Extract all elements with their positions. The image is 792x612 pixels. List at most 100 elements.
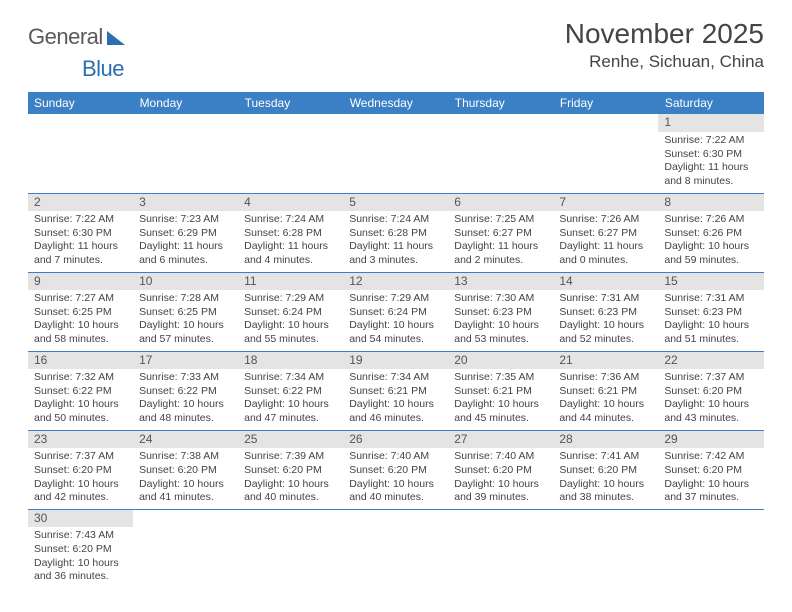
day-number-cell: 3: [133, 193, 238, 211]
sunrise-text: Sunrise: 7:33 AM: [139, 371, 232, 385]
sunrise-text: Sunrise: 7:23 AM: [139, 213, 232, 227]
logo: General: [28, 18, 127, 50]
day-content-cell: Sunrise: 7:39 AMSunset: 6:20 PMDaylight:…: [238, 448, 343, 509]
sunrise-text: Sunrise: 7:36 AM: [559, 371, 652, 385]
day-number-cell: [658, 509, 763, 527]
day-content-cell: Sunrise: 7:32 AMSunset: 6:22 PMDaylight:…: [28, 369, 133, 430]
day-number-cell: 9: [28, 272, 133, 290]
day-number-cell: [133, 114, 238, 132]
sunset-text: Sunset: 6:30 PM: [34, 227, 127, 241]
daylight-text: Daylight: 10 hours and 38 minutes.: [559, 478, 652, 505]
day-content-cell: [28, 132, 133, 193]
sunrise-text: Sunrise: 7:26 AM: [559, 213, 652, 227]
sunrise-text: Sunrise: 7:24 AM: [244, 213, 337, 227]
sunrise-text: Sunrise: 7:22 AM: [664, 134, 757, 148]
daylight-text: Daylight: 10 hours and 51 minutes.: [664, 319, 757, 346]
page: General November 2025 Renhe, Sichuan, Ch…: [0, 0, 792, 606]
day-content-cell: Sunrise: 7:29 AMSunset: 6:24 PMDaylight:…: [343, 290, 448, 351]
daylight-text: Daylight: 10 hours and 40 minutes.: [244, 478, 337, 505]
day-number-cell: 6: [448, 193, 553, 211]
day-number-row: 2345678: [28, 193, 764, 211]
sunset-text: Sunset: 6:20 PM: [244, 464, 337, 478]
day-number-cell: 28: [553, 430, 658, 448]
sunset-text: Sunset: 6:28 PM: [244, 227, 337, 241]
day-number-cell: 15: [658, 272, 763, 290]
day-number-cell: 4: [238, 193, 343, 211]
day-content-cell: Sunrise: 7:24 AMSunset: 6:28 PMDaylight:…: [238, 211, 343, 272]
sunrise-text: Sunrise: 7:31 AM: [664, 292, 757, 306]
daylight-text: Daylight: 10 hours and 48 minutes.: [139, 398, 232, 425]
day-content-row: Sunrise: 7:22 AMSunset: 6:30 PMDaylight:…: [28, 132, 764, 193]
calendar-body: 1Sunrise: 7:22 AMSunset: 6:30 PMDaylight…: [28, 114, 764, 588]
day-content-row: Sunrise: 7:37 AMSunset: 6:20 PMDaylight:…: [28, 448, 764, 509]
daylight-text: Daylight: 10 hours and 47 minutes.: [244, 398, 337, 425]
sunset-text: Sunset: 6:22 PM: [34, 385, 127, 399]
daylight-text: Daylight: 10 hours and 46 minutes.: [349, 398, 442, 425]
sunset-text: Sunset: 6:22 PM: [139, 385, 232, 399]
sunset-text: Sunset: 6:24 PM: [244, 306, 337, 320]
day-content-cell: Sunrise: 7:29 AMSunset: 6:24 PMDaylight:…: [238, 290, 343, 351]
day-number-row: 23242526272829: [28, 430, 764, 448]
day-content-cell: Sunrise: 7:42 AMSunset: 6:20 PMDaylight:…: [658, 448, 763, 509]
day-content-cell: Sunrise: 7:40 AMSunset: 6:20 PMDaylight:…: [448, 448, 553, 509]
day-number-cell: 19: [343, 351, 448, 369]
daylight-text: Daylight: 10 hours and 57 minutes.: [139, 319, 232, 346]
weekday-header: Thursday: [448, 92, 553, 114]
day-number-cell: 8: [658, 193, 763, 211]
day-content-cell: Sunrise: 7:41 AMSunset: 6:20 PMDaylight:…: [553, 448, 658, 509]
sunrise-text: Sunrise: 7:38 AM: [139, 450, 232, 464]
sunrise-text: Sunrise: 7:22 AM: [34, 213, 127, 227]
sunrise-text: Sunrise: 7:39 AM: [244, 450, 337, 464]
sunset-text: Sunset: 6:23 PM: [664, 306, 757, 320]
day-number-cell: [238, 114, 343, 132]
day-number-cell: [343, 509, 448, 527]
daylight-text: Daylight: 10 hours and 40 minutes.: [349, 478, 442, 505]
sunset-text: Sunset: 6:29 PM: [139, 227, 232, 241]
day-number-cell: 7: [553, 193, 658, 211]
day-number-cell: 29: [658, 430, 763, 448]
sunset-text: Sunset: 6:20 PM: [454, 464, 547, 478]
sunrise-text: Sunrise: 7:26 AM: [664, 213, 757, 227]
day-number-cell: 23: [28, 430, 133, 448]
day-number-cell: 13: [448, 272, 553, 290]
daylight-text: Daylight: 10 hours and 43 minutes.: [664, 398, 757, 425]
day-content-cell: Sunrise: 7:37 AMSunset: 6:20 PMDaylight:…: [658, 369, 763, 430]
sunrise-text: Sunrise: 7:40 AM: [349, 450, 442, 464]
day-content-cell: [343, 527, 448, 588]
weekday-header: Friday: [553, 92, 658, 114]
weekday-header: Tuesday: [238, 92, 343, 114]
day-content-row: Sunrise: 7:22 AMSunset: 6:30 PM Daylight:…: [28, 211, 764, 272]
day-number-cell: 1: [658, 114, 763, 132]
sunset-text: Sunset: 6:21 PM: [559, 385, 652, 399]
sunrise-text: Sunrise: 7:30 AM: [454, 292, 547, 306]
daylight-text: Daylight: 10 hours and 52 minutes.: [559, 319, 652, 346]
daylight-text: Daylight: 10 hours and 45 minutes.: [454, 398, 547, 425]
sunrise-text: Sunrise: 7:24 AM: [349, 213, 442, 227]
sunset-text: Sunset: 6:21 PM: [454, 385, 547, 399]
day-content-cell: Sunrise: 7:22 AMSunset: 6:30 PMDaylight:…: [658, 132, 763, 193]
sunrise-text: Sunrise: 7:32 AM: [34, 371, 127, 385]
day-content-cell: Sunrise: 7:43 AMSunset: 6:20 PMDaylight:…: [28, 527, 133, 588]
day-number-cell: [553, 509, 658, 527]
day-content-cell: Sunrise: 7:35 AMSunset: 6:21 PMDaylight:…: [448, 369, 553, 430]
day-number-cell: 25: [238, 430, 343, 448]
day-content-cell: Sunrise: 7:26 AMSunset: 6:26 PMDaylight:…: [658, 211, 763, 272]
day-content-cell: Sunrise: 7:33 AMSunset: 6:22 PMDaylight:…: [133, 369, 238, 430]
day-number-cell: [238, 509, 343, 527]
day-content-cell: Sunrise: 7:40 AMSunset: 6:20 PMDaylight:…: [343, 448, 448, 509]
title-block: November 2025 Renhe, Sichuan, China: [565, 18, 764, 72]
sunrise-text: Sunrise: 7:31 AM: [559, 292, 652, 306]
day-number-row: 16171819202122: [28, 351, 764, 369]
day-content-cell: [658, 527, 763, 588]
daylight-text: Daylight: 10 hours and 37 minutes.: [664, 478, 757, 505]
day-number-cell: 30: [28, 509, 133, 527]
daylight-text: Daylight: 11 hours and 8 minutes.: [664, 161, 757, 188]
sunrise-text: Sunrise: 7:29 AM: [349, 292, 442, 306]
day-number-cell: 20: [448, 351, 553, 369]
daylight-text: Daylight: 11 hours and 2 minutes.: [454, 240, 547, 267]
logo-text-blue: Blue: [82, 56, 124, 81]
sunset-text: Sunset: 6:20 PM: [349, 464, 442, 478]
sunrise-text: Sunrise: 7:37 AM: [664, 371, 757, 385]
day-content-cell: [133, 132, 238, 193]
sunset-text: Sunset: 6:23 PM: [559, 306, 652, 320]
